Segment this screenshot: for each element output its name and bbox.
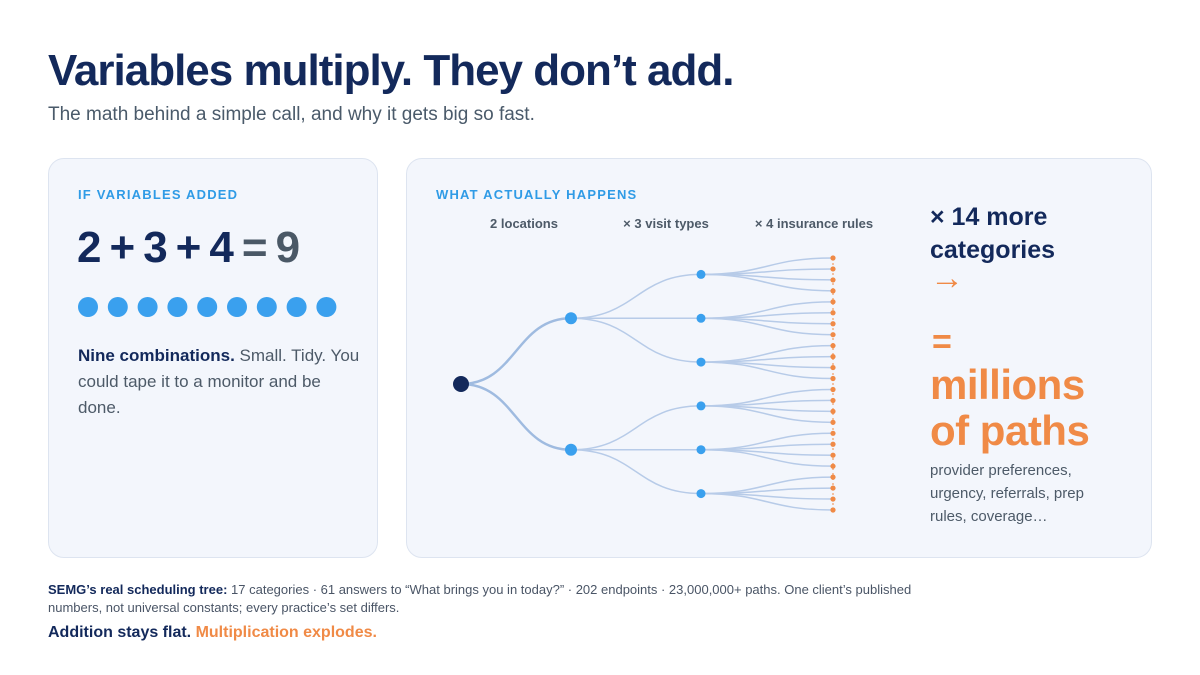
arrow: →: [930, 259, 964, 297]
term: 4: [209, 223, 234, 272]
tree: 2 locations × 3 visit types × 4 insurance …: [453, 216, 873, 513]
combination-dot: [167, 297, 188, 317]
branch: [460, 317, 572, 386]
note: provider preferences, urgency, referrals…: [930, 462, 1084, 525]
branches: [460, 257, 834, 511]
more-categories: × 14 more categories: [930, 203, 1056, 264]
equation: 2 +3 +4 = 9: [77, 223, 300, 273]
level-prefix: ×: [623, 216, 631, 231]
tagline: Addition stays flat. Multiplication expl…: [48, 624, 377, 642]
dots: [78, 297, 337, 317]
branch: [700, 361, 834, 380]
branch: [700, 399, 834, 407]
combination-dot: [286, 297, 307, 317]
right-card: WHAT ACTUALLY HAPPENS 2 locations × 3 vis…: [406, 158, 1152, 558]
branch: [700, 487, 834, 495]
leaf-node: [830, 408, 836, 414]
level-label: 2 locations: [490, 216, 558, 231]
footer-lead: SEMG’s real scheduling tree:: [48, 582, 228, 597]
branch-node: [696, 357, 706, 367]
leaf-node: [830, 288, 836, 294]
title: Variables multiply. They don’t add.: [48, 46, 734, 95]
operator: +: [175, 223, 202, 272]
level-label: × 4 insurance rules: [755, 216, 873, 231]
combination-dot: [316, 297, 337, 317]
branch-node: [565, 443, 577, 456]
branch: [700, 492, 834, 511]
level-count: 3: [634, 216, 641, 231]
branch: [570, 273, 702, 320]
branch: [460, 382, 572, 451]
branch: [570, 405, 702, 451]
level-label: × 3 visit types: [623, 216, 709, 231]
operator: =: [241, 223, 268, 272]
branch: [700, 355, 834, 363]
left-card: IF VARIABLES ADDED 2 +3 +4 = 9 Nine combinat…: [48, 158, 378, 558]
footer-body: 17 categories · 61 answers to “What brin…: [48, 582, 912, 615]
leaf-node: [830, 364, 836, 371]
level-prefix: ×: [755, 216, 763, 231]
combination-dot: [227, 297, 247, 317]
leaf-node: [830, 397, 836, 404]
branch: [700, 443, 834, 451]
card-label: WHAT ACTUALLY HAPPENS: [436, 187, 638, 202]
branch: [700, 317, 834, 336]
branch: [700, 312, 834, 320]
leaf-node: [830, 310, 836, 316]
nodes: [453, 255, 836, 513]
leaf-node: [830, 354, 836, 360]
leaf-node: [830, 419, 836, 425]
tagline-flat: Addition stays flat.: [48, 624, 192, 641]
operator: +: [109, 223, 136, 272]
level-name: visit types: [645, 216, 709, 231]
branch-node: [696, 401, 706, 411]
leaf-node: [830, 452, 836, 458]
branch-node: [696, 313, 706, 323]
equals: =: [932, 323, 952, 361]
branch-node: [696, 445, 706, 455]
branch: [700, 405, 834, 424]
branch: [700, 273, 834, 292]
leaf-node: [830, 474, 836, 480]
leaf-node: [830, 343, 836, 349]
combination-dot: [256, 297, 277, 317]
term: 2: [77, 223, 102, 272]
branch: [700, 448, 834, 467]
level-name: locations: [501, 216, 558, 231]
combination-dot: [78, 297, 98, 317]
level-count: 4: [766, 216, 774, 231]
branch: [700, 268, 834, 276]
footer-note: SEMG’s real scheduling tree: 17 categori…: [48, 581, 928, 617]
lead: Nine combinations.: [78, 346, 235, 365]
combination-dot: [137, 297, 158, 317]
term: 3: [143, 223, 168, 272]
branch-node: [696, 269, 706, 279]
leaf-node: [830, 299, 836, 305]
level-name: insurance rules: [777, 216, 873, 231]
branch-node: [696, 489, 706, 499]
branch: [570, 317, 702, 363]
branch-node: [565, 312, 577, 325]
combination-dot: [107, 297, 128, 317]
subtitle: The math behind a simple call, and why i…: [48, 104, 535, 125]
card-label: IF VARIABLES ADDED: [78, 187, 239, 202]
tagline-accent: Multiplication explodes.: [195, 624, 377, 641]
root-node: [453, 376, 469, 392]
result: millions of paths: [930, 361, 1090, 454]
branch: [570, 448, 702, 495]
description: Nine combinations. Small. Tidy. You coul…: [78, 343, 363, 421]
combination-dot: [197, 297, 218, 317]
leaf-node: [830, 463, 836, 469]
level-count: 2: [490, 216, 497, 231]
body: Small. Tidy. You could tape it to a moni…: [78, 346, 360, 417]
result: 9: [275, 223, 301, 272]
